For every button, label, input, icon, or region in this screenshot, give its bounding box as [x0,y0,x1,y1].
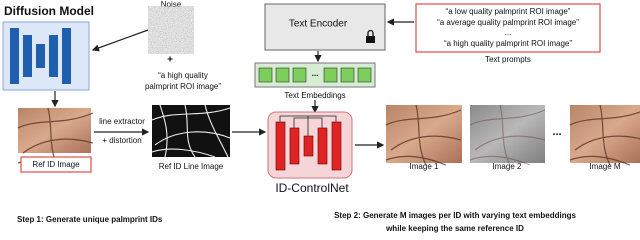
step2-caption: while keeping the same reference ID [385,224,524,233]
ref-label: Ref ID Image [32,160,80,169]
embeddings-box [254,62,376,88]
output-image [385,104,462,166]
diffusion-network [10,28,71,84]
noise-image [152,10,190,50]
line-image-label: Ref ID Line Image [159,162,224,171]
output-label: Image 1 [410,162,439,171]
diffusion-prompt: “a high quality [158,71,208,80]
prompts-box [415,3,601,53]
prompt-line: “a high quality palmprint ROI image” [444,39,572,48]
embedding-cells [258,67,372,83]
prompt-line: ... [505,28,512,37]
output-image [469,104,546,166]
embeddings-ellipsis: ... [312,69,319,78]
output-ellipsis: ... [552,126,561,138]
diffusion-prompt: palmprint ROI image” [145,82,221,91]
prompt-line: “a average quality palmprint ROI image” [437,18,579,27]
controlnet-label: ID-ControlNet [275,181,349,195]
ref-label-box [20,156,92,173]
line-image [151,104,231,158]
lock-icon [366,29,375,43]
text-encoder-box [264,3,386,51]
step1-caption: Step 1: Generate unique palmprint IDs [17,215,163,224]
noise-label: Noise [161,0,182,9]
text-encoder-label: Text Encoder [289,19,348,30]
output-label: Image 2 [493,162,522,171]
extractor-label: + distortion [102,136,141,145]
plus: + [167,55,173,66]
prompts-caption: Text prompts [485,55,531,64]
ref-image [17,107,94,169]
controlnet-links [279,115,337,136]
arrow [91,29,149,52]
extractor-label: line extractor [99,117,145,126]
output-image [569,104,640,166]
output-label: Image M [589,162,620,171]
diffusion-title: Diffusion Model [4,4,94,18]
step2-caption: Step 2: Generate M images per ID with va… [334,211,576,220]
controlnet-network [275,121,342,171]
embeddings-caption: Text Embeddings [284,91,345,100]
prompt-line: “a low quality palmprint ROI image” [446,7,571,16]
